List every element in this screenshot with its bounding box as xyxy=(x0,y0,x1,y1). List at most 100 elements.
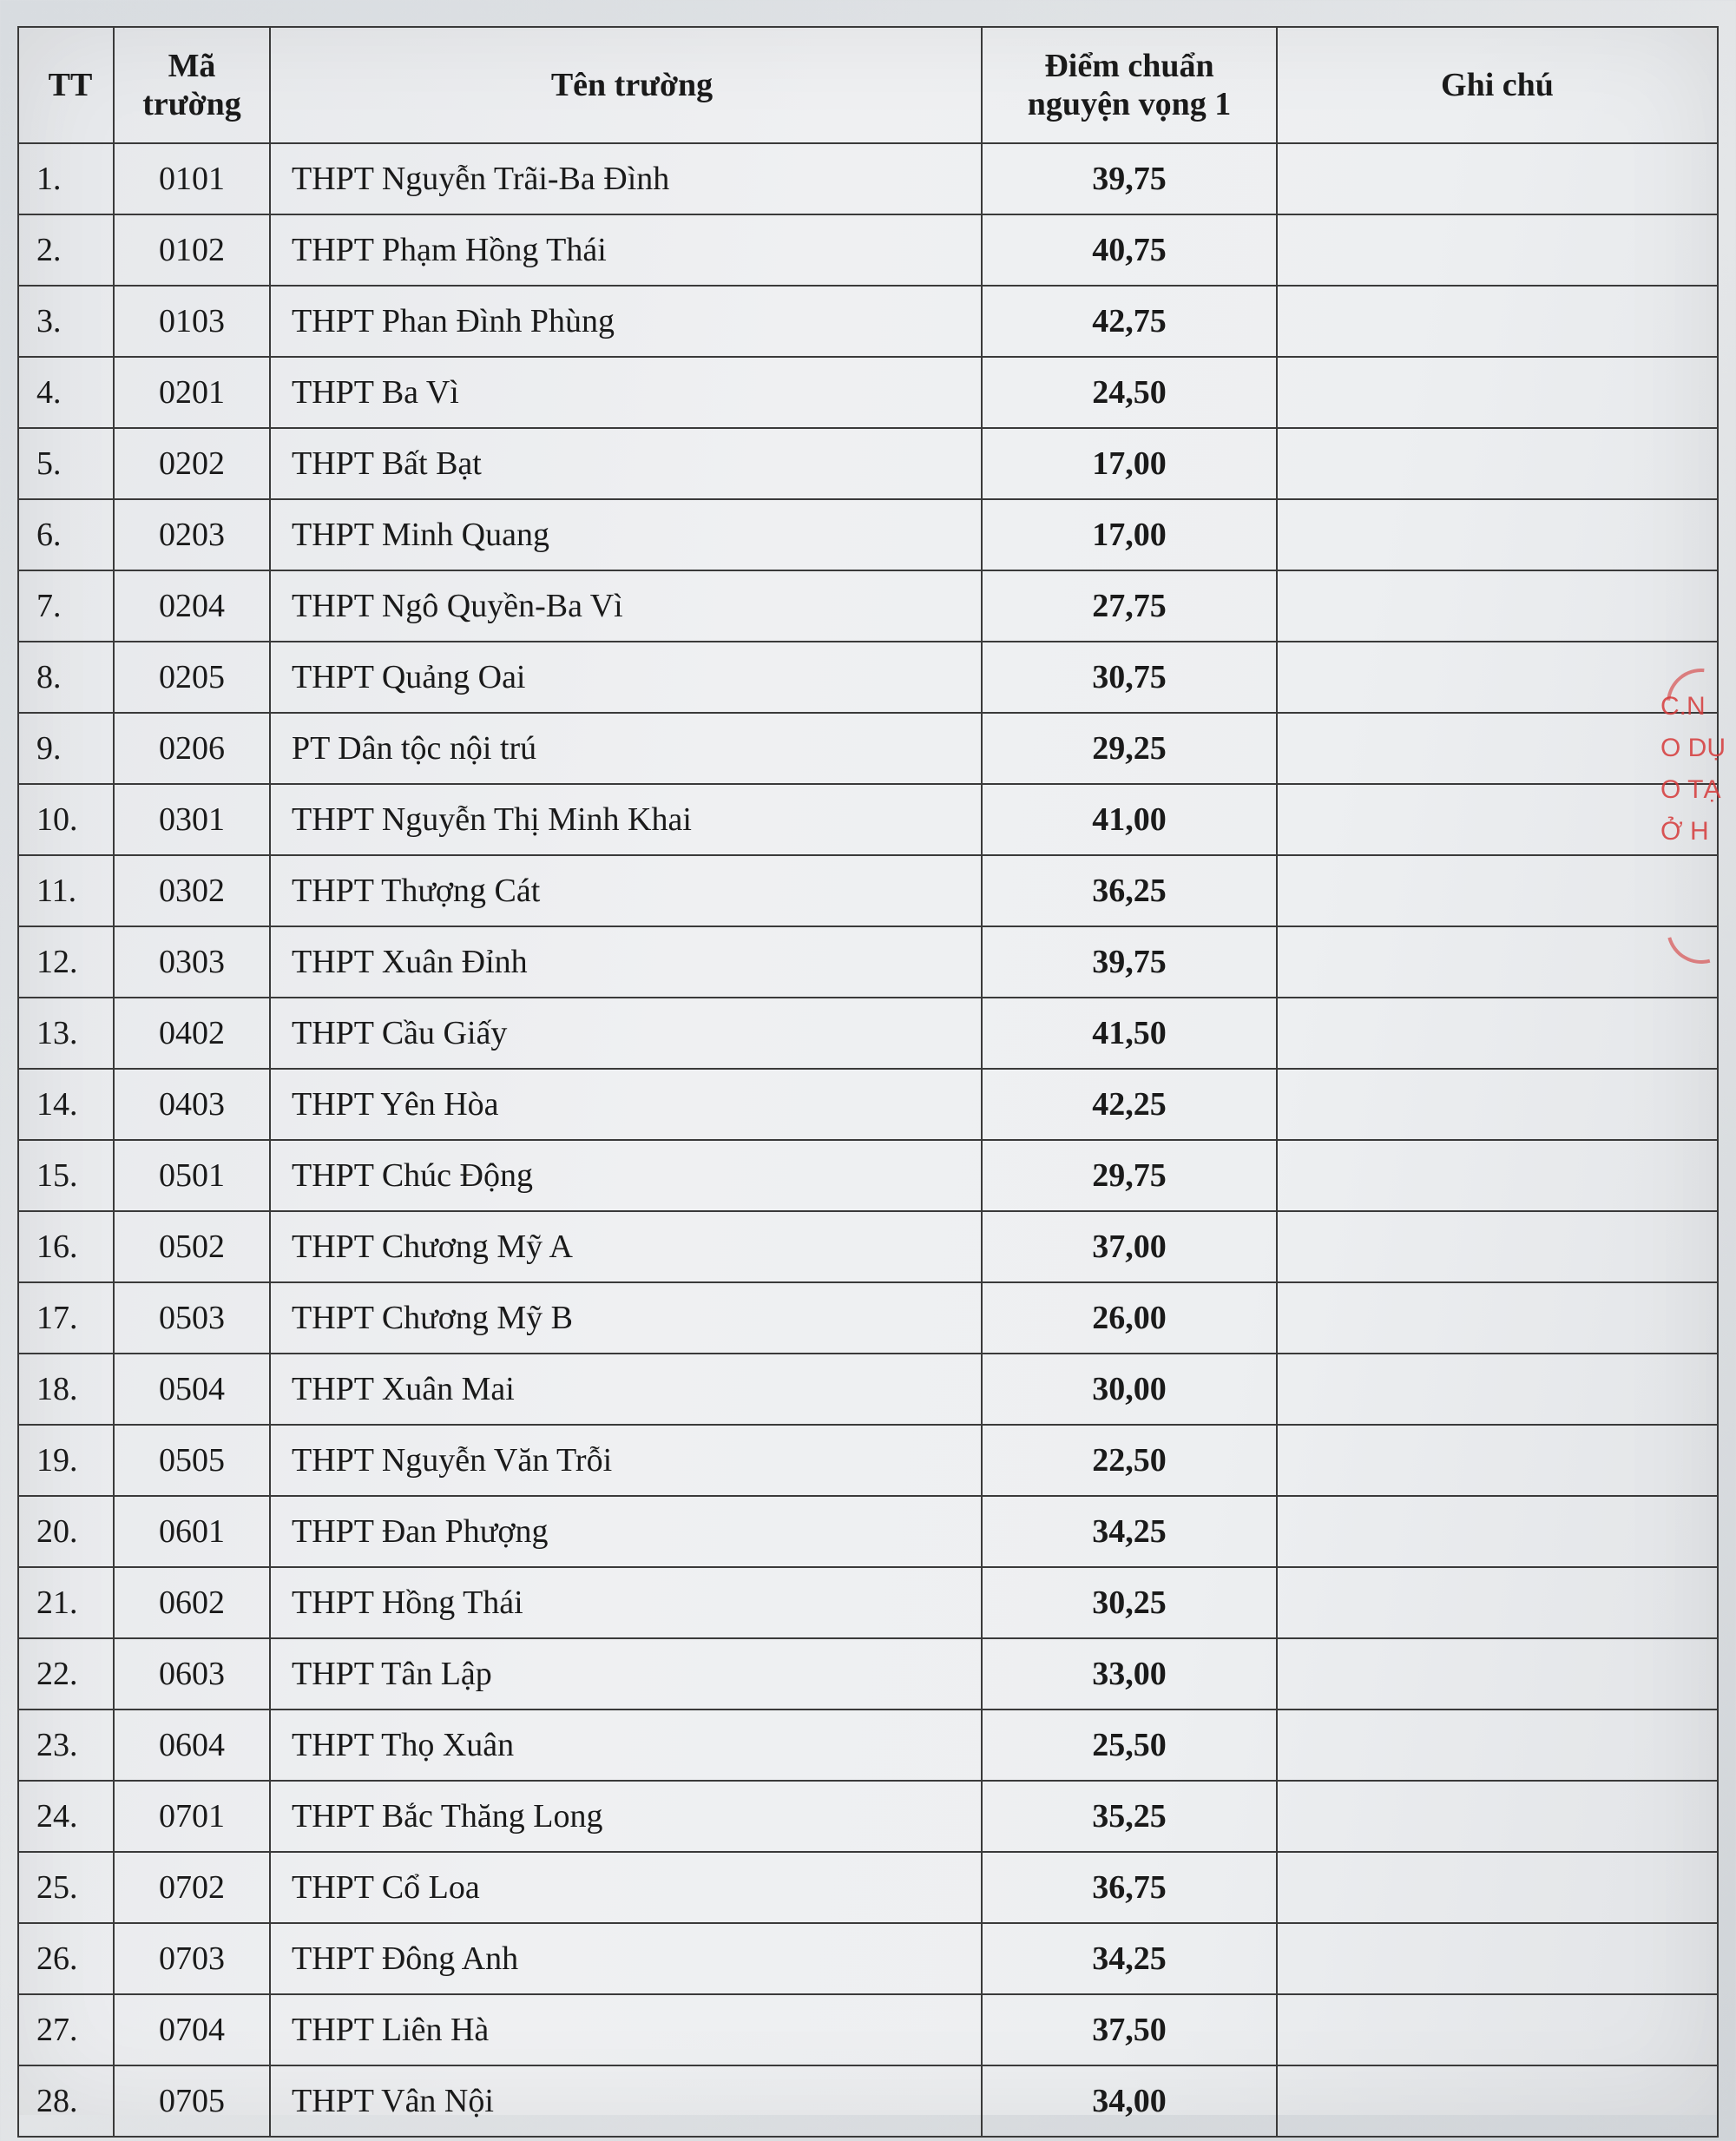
cell-ten-truong: THPT Xuân Mai xyxy=(270,1354,982,1425)
cell-diem-chuan: 30,75 xyxy=(982,642,1277,713)
cell-ghi-chu xyxy=(1277,1923,1718,1994)
table-row: 24.0701THPT Bắc Thăng Long35,25 xyxy=(18,1781,1718,1852)
cell-ghi-chu xyxy=(1277,2065,1718,2137)
cell-ma-truong: 0502 xyxy=(114,1211,270,1282)
cell-diem-chuan: 17,00 xyxy=(982,428,1277,499)
table-row: 12.0303THPT Xuân Đỉnh39,75 xyxy=(18,926,1718,998)
cell-ten-truong: THPT Nguyễn Văn Trỗi xyxy=(270,1425,982,1496)
table-row: 19.0505THPT Nguyễn Văn Trỗi22,50 xyxy=(18,1425,1718,1496)
cell-diem-chuan: 36,25 xyxy=(982,855,1277,926)
cell-ma-truong: 0103 xyxy=(114,286,270,357)
table-row: 14.0403THPT Yên Hòa42,25 xyxy=(18,1069,1718,1140)
cell-tt: 13. xyxy=(18,998,114,1069)
cell-diem-chuan: 37,00 xyxy=(982,1211,1277,1282)
cell-tt: 8. xyxy=(18,642,114,713)
cell-diem-chuan: 34,00 xyxy=(982,2065,1277,2137)
cell-ten-truong: THPT Liên Hà xyxy=(270,1994,982,2065)
cell-ma-truong: 0206 xyxy=(114,713,270,784)
cell-tt: 4. xyxy=(18,357,114,428)
cell-diem-chuan: 27,75 xyxy=(982,570,1277,642)
table-row: 26.0703THPT Đông Anh34,25 xyxy=(18,1923,1718,1994)
cell-ghi-chu xyxy=(1277,1282,1718,1354)
cell-diem-chuan: 41,50 xyxy=(982,998,1277,1069)
table-row: 16.0502THPT Chương Mỹ A37,00 xyxy=(18,1211,1718,1282)
table-row: 3.0103THPT Phan Đình Phùng42,75 xyxy=(18,286,1718,357)
cell-ten-truong: THPT Vân Nội xyxy=(270,2065,982,2137)
cell-ten-truong: THPT Nguyễn Thị Minh Khai xyxy=(270,784,982,855)
cell-diem-chuan: 33,00 xyxy=(982,1638,1277,1710)
cell-tt: 23. xyxy=(18,1710,114,1781)
cell-ten-truong: THPT Chúc Động xyxy=(270,1140,982,1211)
cell-diem-chuan: 22,50 xyxy=(982,1425,1277,1496)
header-ma-truong: Mã trường xyxy=(114,27,270,143)
cell-ma-truong: 0403 xyxy=(114,1069,270,1140)
cell-ma-truong: 0705 xyxy=(114,2065,270,2137)
table-row: 11.0302THPT Thượng Cát36,25 xyxy=(18,855,1718,926)
cell-tt: 6. xyxy=(18,499,114,570)
cell-ghi-chu xyxy=(1277,1852,1718,1923)
cell-tt: 16. xyxy=(18,1211,114,1282)
cell-diem-chuan: 24,50 xyxy=(982,357,1277,428)
cell-tt: 28. xyxy=(18,2065,114,2137)
cell-ten-truong: THPT Cổ Loa xyxy=(270,1852,982,1923)
cell-tt: 19. xyxy=(18,1425,114,1496)
cell-diem-chuan: 30,00 xyxy=(982,1354,1277,1425)
cell-ghi-chu xyxy=(1277,926,1718,998)
cell-ghi-chu xyxy=(1277,570,1718,642)
cell-ghi-chu xyxy=(1277,784,1718,855)
cell-ten-truong: THPT Thượng Cát xyxy=(270,855,982,926)
table-row: 27.0704THPT Liên Hà37,50 xyxy=(18,1994,1718,2065)
cell-ma-truong: 0602 xyxy=(114,1567,270,1638)
cell-tt: 25. xyxy=(18,1852,114,1923)
table-row: 21.0602THPT Hồng Thái30,25 xyxy=(18,1567,1718,1638)
cell-tt: 22. xyxy=(18,1638,114,1710)
cell-ten-truong: PT Dân tộc nội trú xyxy=(270,713,982,784)
header-ghi-chu: Ghi chú xyxy=(1277,27,1718,143)
cell-tt: 9. xyxy=(18,713,114,784)
cell-ghi-chu xyxy=(1277,428,1718,499)
table-row: 23.0604THPT Thọ Xuân25,50 xyxy=(18,1710,1718,1781)
cell-tt: 2. xyxy=(18,214,114,286)
cell-ten-truong: THPT Phan Đình Phùng xyxy=(270,286,982,357)
cell-ma-truong: 0301 xyxy=(114,784,270,855)
cell-diem-chuan: 34,25 xyxy=(982,1496,1277,1567)
cell-tt: 11. xyxy=(18,855,114,926)
cell-ten-truong: THPT Tân Lập xyxy=(270,1638,982,1710)
cell-ghi-chu xyxy=(1277,1496,1718,1567)
table-row: 5.0202THPT Bất Bạt17,00 xyxy=(18,428,1718,499)
cell-tt: 14. xyxy=(18,1069,114,1140)
cell-tt: 26. xyxy=(18,1923,114,1994)
table-body: 1.0101THPT Nguyễn Trãi-Ba Đình39,752.010… xyxy=(18,143,1718,2137)
cell-tt: 12. xyxy=(18,926,114,998)
cell-ghi-chu xyxy=(1277,286,1718,357)
table-row: 20.0601THPT Đan Phượng34,25 xyxy=(18,1496,1718,1567)
cell-diem-chuan: 36,75 xyxy=(982,1852,1277,1923)
table-row: 1.0101THPT Nguyễn Trãi-Ba Đình39,75 xyxy=(18,143,1718,214)
cell-ghi-chu xyxy=(1277,1638,1718,1710)
table-row: 9.0206PT Dân tộc nội trú29,25 xyxy=(18,713,1718,784)
cell-diem-chuan: 39,75 xyxy=(982,143,1277,214)
cell-diem-chuan: 42,25 xyxy=(982,1069,1277,1140)
cell-ma-truong: 0704 xyxy=(114,1994,270,2065)
header-tt: TT xyxy=(18,27,114,143)
table-row: 8.0205THPT Quảng Oai30,75 xyxy=(18,642,1718,713)
cell-ma-truong: 0302 xyxy=(114,855,270,926)
table-row: 17.0503THPT Chương Mỹ B26,00 xyxy=(18,1282,1718,1354)
cell-ma-truong: 0503 xyxy=(114,1282,270,1354)
cell-ma-truong: 0504 xyxy=(114,1354,270,1425)
cell-diem-chuan: 35,25 xyxy=(982,1781,1277,1852)
cell-ma-truong: 0702 xyxy=(114,1852,270,1923)
cell-ten-truong: THPT Bất Bạt xyxy=(270,428,982,499)
table-row: 10.0301THPT Nguyễn Thị Minh Khai41,00 xyxy=(18,784,1718,855)
cell-ma-truong: 0101 xyxy=(114,143,270,214)
cell-tt: 17. xyxy=(18,1282,114,1354)
cell-ten-truong: THPT Minh Quang xyxy=(270,499,982,570)
cell-ten-truong: THPT Đông Anh xyxy=(270,1923,982,1994)
cell-ten-truong: THPT Bắc Thăng Long xyxy=(270,1781,982,1852)
cell-diem-chuan: 42,75 xyxy=(982,286,1277,357)
cell-ten-truong: THPT Cầu Giấy xyxy=(270,998,982,1069)
cell-ten-truong: THPT Nguyễn Trãi-Ba Đình xyxy=(270,143,982,214)
cell-diem-chuan: 17,00 xyxy=(982,499,1277,570)
cell-tt: 15. xyxy=(18,1140,114,1211)
cell-ma-truong: 0204 xyxy=(114,570,270,642)
